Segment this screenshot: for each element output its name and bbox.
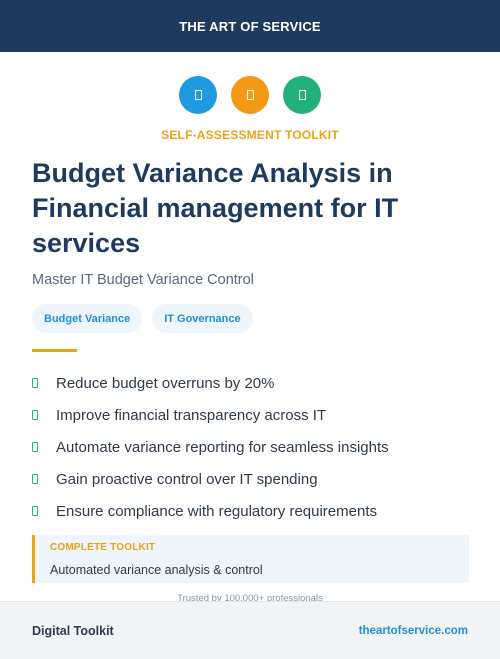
benefit-text: Automate variance reporting for seamless…: [56, 438, 389, 456]
check-icon: [32, 378, 38, 388]
benefit-item: Gain proactive control over IT spending: [32, 463, 389, 495]
check-icon: [32, 474, 38, 484]
trusted-text: Trusted by 100,000+ professionals: [177, 593, 323, 601]
benefit-list: Reduce budget overruns by 20% Improve fi…: [32, 367, 389, 527]
toolkit-description: Automated variance analysis & control: [50, 563, 263, 577]
tag-list: Budget Variance IT Governance: [32, 304, 253, 333]
footer-label: Digital Toolkit: [32, 623, 114, 638]
check-icon: [32, 506, 38, 516]
benefit-text: Reduce budget overruns by 20%: [56, 374, 275, 392]
document-icon: [298, 90, 306, 100]
toolkit-label: COMPLETE TOOLKIT: [50, 542, 156, 553]
page-title: Budget Variance Analysis in Financial ma…: [32, 158, 399, 258]
tag-budget-variance: Budget Variance: [32, 304, 143, 333]
benefit-item: Ensure compliance with regulatory requir…: [32, 495, 389, 527]
website-link[interactable]: theartofservice.com: [358, 624, 468, 637]
icon-circle-green: [283, 76, 321, 114]
document-icon: [194, 90, 202, 100]
benefit-text: Improve financial transparency across IT: [56, 406, 327, 424]
footer-bar: Digital Toolkit theartofservice.com: [0, 601, 500, 659]
benefit-text: Gain proactive control over IT spending: [56, 470, 318, 488]
benefit-text: Ensure compliance with regulatory requir…: [56, 502, 377, 520]
document-icon: [246, 90, 254, 100]
benefit-item: Reduce budget overruns by 20%: [32, 367, 389, 399]
brand-name: THE ART OF SERVICE: [179, 18, 321, 34]
icon-circle-blue: [179, 76, 217, 114]
header-bar: THE ART OF SERVICE: [0, 0, 500, 52]
icon-circle-orange: [231, 76, 269, 114]
benefit-item: Improve financial transparency across IT: [32, 399, 389, 431]
subtitle: Master IT Budget Variance Control: [32, 272, 254, 288]
icon-row: [0, 76, 500, 114]
tag-it-governance: IT Governance: [152, 304, 253, 333]
benefit-item: Automate variance reporting for seamless…: [32, 431, 389, 463]
check-icon: [32, 410, 38, 420]
accent-divider: [32, 349, 77, 352]
toolkit-callout: COMPLETE TOOLKIT Automated variance anal…: [32, 535, 469, 583]
kicker-label: SELF-ASSESSMENT TOOLKIT: [161, 128, 339, 142]
check-icon: [32, 442, 38, 452]
